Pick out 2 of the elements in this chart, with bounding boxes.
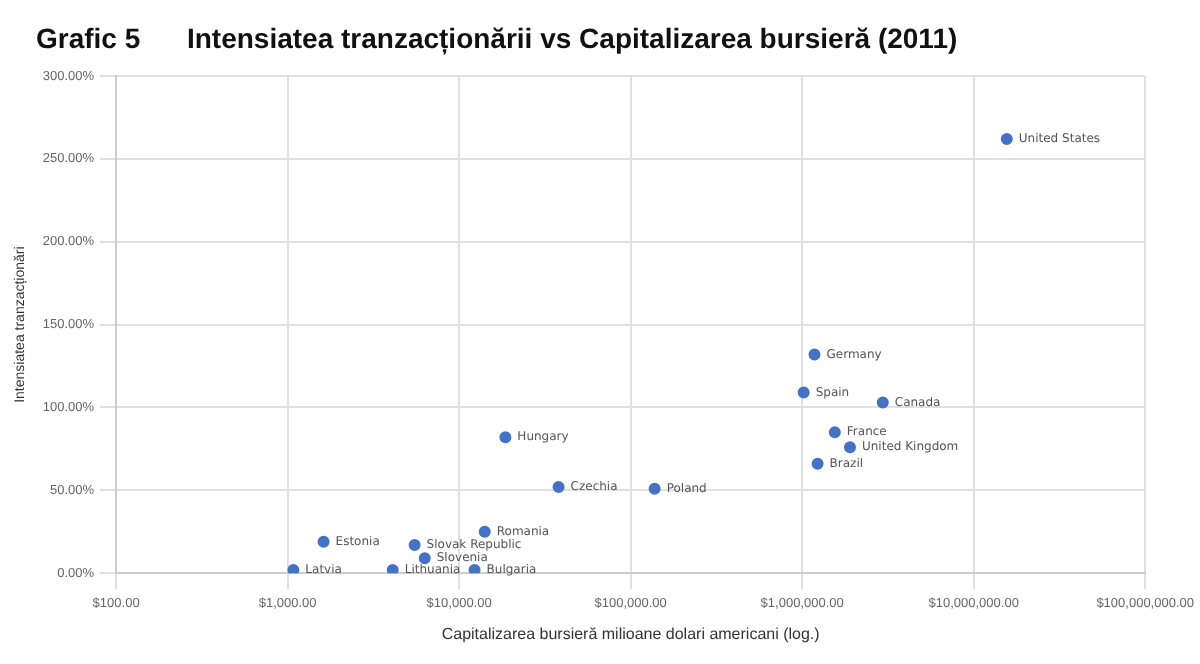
x-axis-title: Capitalizarea bursieră milioane dolari americani (log.) (441, 624, 821, 643)
chart-title: Grafic 5 Intensiatea tranzacționării vs Capitalizarea bursieră (2011) (36, 22, 958, 54)
